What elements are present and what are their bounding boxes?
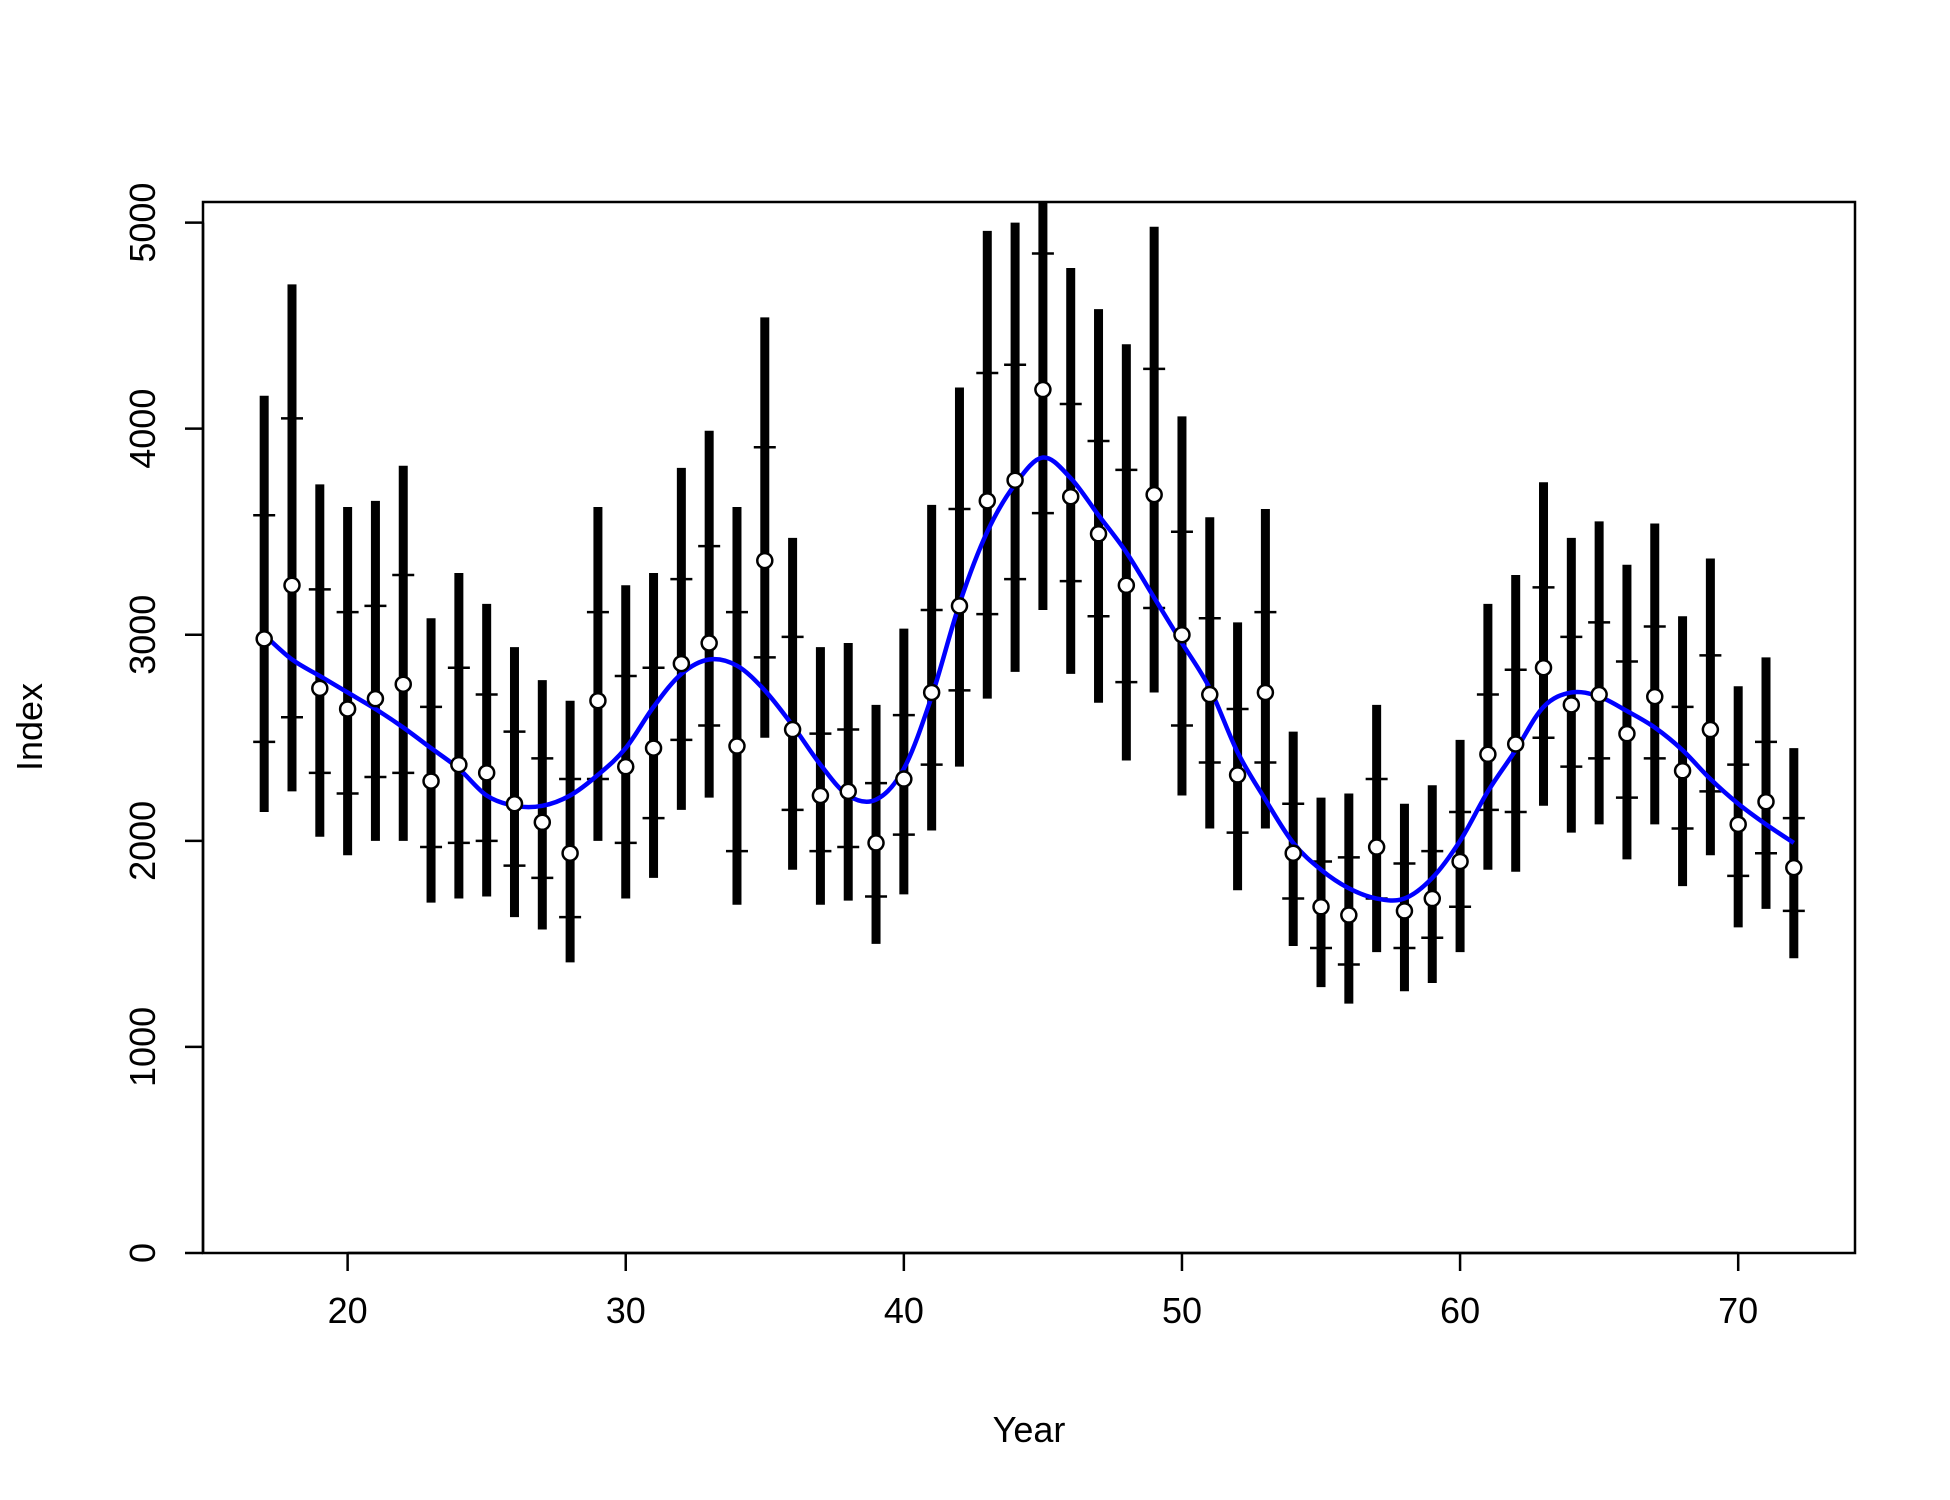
data-point: [283, 576, 301, 595]
data-point: [1506, 735, 1525, 753]
data-point: [1785, 858, 1803, 877]
data-point: [1061, 487, 1080, 506]
data-point: [1201, 685, 1219, 704]
fit-line-group: [262, 455, 1796, 903]
data-point: [1340, 906, 1358, 924]
x-axis-label: Year: [993, 1409, 1066, 1450]
data-point: [644, 739, 663, 757]
x-tick-label: 20: [328, 1290, 368, 1331]
data-point: [922, 683, 941, 702]
error-bars: [259, 202, 1799, 1004]
data-point: [394, 675, 412, 693]
x-tick-label: 40: [884, 1290, 924, 1331]
data-point: [1590, 685, 1608, 704]
data-point: [950, 597, 969, 615]
x-tick-label: 70: [1718, 1290, 1758, 1331]
data-point: [366, 689, 385, 708]
data-point: [867, 834, 885, 852]
data-point: [1534, 658, 1553, 677]
data-point: [756, 551, 774, 570]
data-point: [1479, 745, 1497, 764]
data-point: [1395, 902, 1414, 920]
y-tick-label: 4000: [122, 389, 163, 469]
data-point: [533, 813, 552, 832]
x-tick-label: 30: [606, 1290, 646, 1331]
data-point: [1145, 485, 1163, 504]
data-point: [616, 757, 635, 776]
y-tick-label: 1000: [122, 1007, 163, 1087]
data-point: [338, 700, 357, 718]
data-point: [978, 492, 997, 510]
data-points: [255, 380, 1803, 924]
data-point: [1089, 525, 1108, 543]
data-point: [672, 654, 691, 673]
data-point: [1451, 852, 1469, 871]
data-point: [1618, 724, 1636, 743]
y-tick-label: 5000: [122, 183, 163, 263]
data-point: [783, 720, 802, 739]
data-point: [450, 755, 468, 774]
data-point: [1034, 380, 1052, 399]
y-tick-label: 0: [122, 1243, 163, 1263]
data-point: [1673, 762, 1692, 780]
data-point: [1701, 720, 1720, 739]
data-point: [1173, 626, 1191, 644]
y-tick-label: 2000: [122, 801, 163, 881]
data-point: [255, 630, 273, 648]
x-tick-label: 60: [1440, 1290, 1480, 1331]
data-point: [1562, 696, 1581, 714]
data-point: [1117, 576, 1136, 595]
plot-frame: [201, 200, 1857, 1255]
data-point: [700, 634, 718, 652]
data-point: [839, 782, 857, 801]
data-point: [1646, 687, 1664, 706]
y-axis: 0 1000 2000 3000 4000 5000: [122, 183, 205, 1263]
data-point: [1757, 792, 1775, 811]
fit-line: [262, 455, 1796, 903]
y-axis-label: Index: [9, 683, 50, 771]
data-point: [477, 764, 496, 782]
data-point: [505, 794, 524, 813]
data-point: [1367, 838, 1386, 856]
data-point: [1284, 844, 1302, 862]
data-point: [1006, 471, 1024, 489]
x-axis: 20 30 40 50 60 70: [328, 1251, 1758, 1331]
data-point: [1228, 766, 1247, 784]
data-point: [422, 772, 440, 790]
data-point: [1312, 898, 1330, 916]
data-point: [589, 691, 607, 710]
data-point: [561, 844, 579, 862]
data-point: [311, 679, 329, 698]
data-point: [811, 786, 830, 805]
data-point: [895, 770, 913, 788]
data-point: [1729, 815, 1747, 834]
data-point: [1423, 889, 1442, 908]
ci-ticks: [253, 252, 1805, 966]
data-point: [1256, 683, 1275, 702]
x-tick-label: 50: [1162, 1290, 1202, 1331]
y-tick-label: 3000: [122, 595, 163, 675]
data-point: [728, 737, 746, 755]
